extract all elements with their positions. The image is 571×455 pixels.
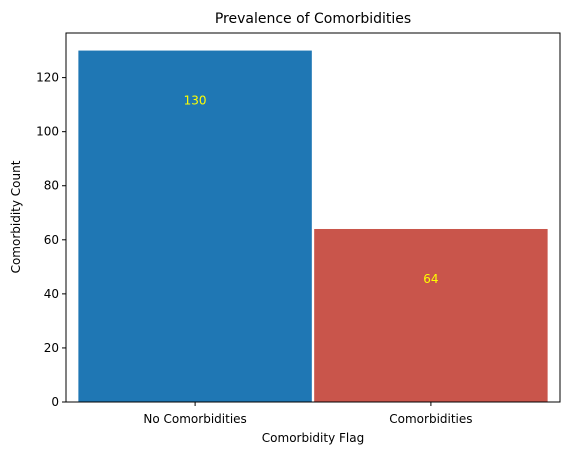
data-labels-group: 130 64	[184, 94, 439, 286]
x-tick-label: No Comorbidities	[143, 412, 246, 426]
y-tick-label: 40	[44, 287, 59, 301]
plot-frame	[65, 32, 561, 403]
y-tick-label: 120	[36, 71, 59, 85]
y-axis-label: Comorbidity Count	[9, 160, 23, 273]
y-axis-ticks: 0 20 40 60 80 100 120	[36, 71, 66, 409]
y-tick-label: 100	[36, 125, 59, 139]
y-tick-label: 0	[51, 395, 59, 409]
y-tick-label: 60	[44, 233, 59, 247]
data-label: 64	[423, 272, 438, 286]
bar-no-comorbidities	[78, 50, 312, 402]
x-tick-label: Comorbidities	[389, 412, 472, 426]
y-tick-label: 80	[44, 179, 59, 193]
bars-group	[78, 50, 548, 402]
x-axis-label: Comorbidity Flag	[262, 431, 364, 445]
data-label: 130	[184, 94, 207, 108]
bar-comorbidities	[314, 228, 548, 402]
chart-title: Prevalence of Comorbidities	[215, 11, 411, 27]
x-axis-ticks: No Comorbidities Comorbidities	[143, 402, 473, 426]
y-tick-label: 20	[44, 341, 59, 355]
